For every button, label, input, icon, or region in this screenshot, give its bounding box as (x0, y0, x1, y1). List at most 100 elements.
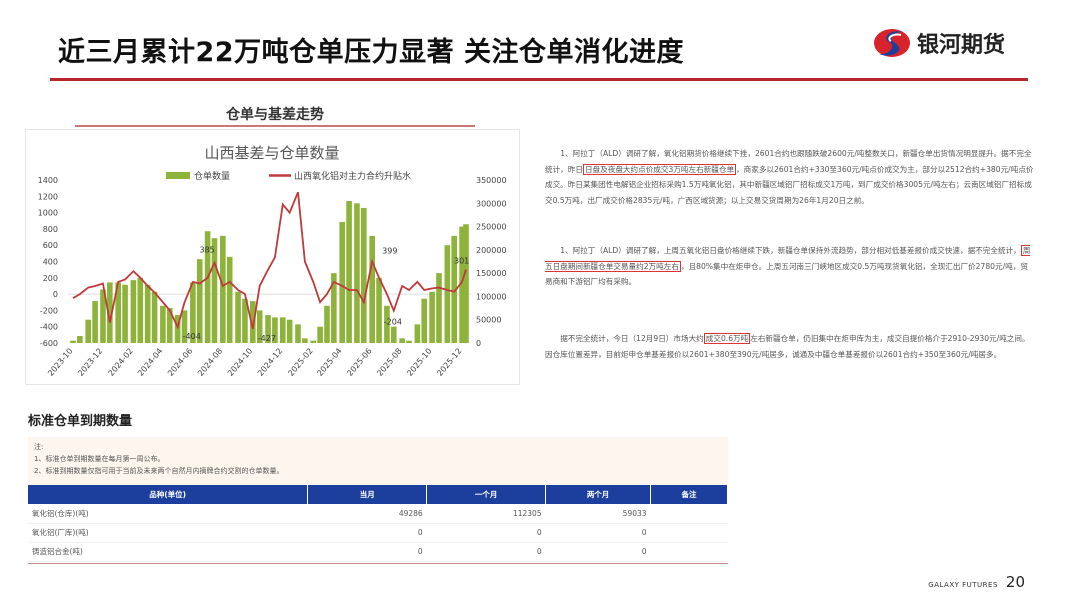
bar (384, 305, 390, 343)
bar (302, 338, 308, 343)
y-left-tick: 1000 (38, 209, 58, 218)
y-right-tick: 200000 (476, 246, 507, 255)
bar (151, 291, 158, 343)
data-label: -427 (258, 334, 276, 343)
bar (70, 340, 76, 343)
bar (196, 259, 203, 343)
divider (28, 563, 728, 564)
bar (279, 317, 286, 343)
col-header: 一个月 (426, 485, 547, 504)
bar (346, 200, 352, 343)
bar (339, 221, 346, 343)
cell: 0 (426, 542, 546, 562)
bar (220, 235, 226, 343)
cell: 112305 (426, 504, 546, 524)
expiry-table: 品种(单位) 当月 一个月 两个月 备注 氧化铝(仓库)(吨) 49286 1123… (28, 485, 728, 562)
y-right-tick: 0 (476, 339, 481, 348)
cell: 0 (426, 523, 546, 543)
bar (100, 289, 106, 343)
col-header: 品种(单位) (28, 485, 309, 504)
cell: 0 (545, 542, 651, 562)
bar (204, 231, 211, 343)
x-tick: 2025-06 (345, 347, 373, 378)
legend-label: 山西氧化铝对主力合约升贴水 (294, 170, 411, 182)
cell: 49286 (307, 504, 427, 524)
y-right-tick: 350000 (476, 176, 507, 185)
page-number: 20 (1005, 573, 1025, 591)
bar (414, 324, 421, 343)
galaxy-logo-icon (874, 29, 910, 57)
y-right-tick: 250000 (476, 223, 507, 232)
paragraph-text: 1、阿拉丁（ALD）调研了解，上周五氧化铝日盘价格继续下跌，新疆仓单保持外流趋势… (560, 246, 1021, 255)
y-left-tick: 1400 (38, 176, 58, 185)
note-line: 1、标准仓单到期数量在每月第一周公布。 (34, 455, 165, 463)
section-title-table: 标准仓单到期数量 (28, 414, 133, 429)
bar (122, 284, 128, 343)
y-left-tick: -600 (40, 339, 58, 348)
cell: 0 (307, 542, 427, 562)
x-tick: 2024-10 (226, 347, 254, 378)
bar (235, 291, 241, 343)
paragraph-text: 1、阿拉丁（ALD）调研了解，氧化铝期货价格继续下挫，2601合约也跟随跌破26… (545, 149, 1032, 174)
section-title-chart: 仓单与基差走势 (226, 107, 324, 123)
cell (650, 523, 728, 543)
y-right-tick: 300000 (476, 199, 507, 208)
paragraph-text: 据不完全统计，今日（12月9日）市场大约 (560, 334, 704, 343)
cell: 氧化铝(仓库)(吨) (28, 504, 308, 524)
cell (650, 542, 728, 562)
table-row: 氧化铝(厂库)(吨) 0 0 0 (28, 523, 728, 543)
bar (249, 301, 256, 343)
table-row: 铸造铝合金(吨) 0 0 0 (28, 542, 728, 562)
cell: 0 (545, 523, 651, 543)
data-label: 301 (454, 257, 469, 266)
paragraph-3: 据不完全统计，今日（12月9日）市场大约 成交0.6万吨 左右新疆仓单，仍旧集中在炬… (545, 331, 1035, 362)
page-title: 近三月累计22万吨仓单压力显著 关注仓单消化进度 (58, 37, 684, 68)
bar (144, 284, 151, 343)
bar (166, 308, 173, 343)
bar (436, 273, 442, 343)
bar (265, 315, 271, 343)
bar (317, 326, 323, 343)
data-label: 385 (199, 246, 214, 255)
bar (429, 291, 435, 343)
paragraph-1: 1、阿拉丁（ALD）调研了解，氧化铝期货价格继续下挫，2601合约也跟随跌破26… (545, 146, 1035, 208)
data-label: -204 (384, 318, 402, 327)
legend-label: 仓单数量 (194, 170, 230, 182)
col-header: 当月 (307, 485, 428, 504)
bar (286, 319, 293, 343)
bar (181, 310, 188, 343)
col-header: 两个月 (545, 485, 652, 504)
bar (390, 326, 397, 343)
col-header: 备注 (650, 485, 728, 504)
highlight-box: 成交0.6万吨 (703, 333, 751, 344)
bar (463, 224, 469, 343)
y-left-tick: -400 (40, 323, 58, 332)
bar (451, 235, 458, 343)
bar (226, 256, 233, 343)
x-tick: 2025-04 (315, 347, 343, 378)
bar (77, 336, 83, 343)
note-line: 2、标准到期数量仅指可用于当前及未来两个自然月内摘牌合约交割的仓单数量。 (34, 467, 284, 475)
bar (211, 238, 218, 343)
note-label: 注: (34, 443, 44, 451)
x-tick: 2025-10 (405, 347, 433, 378)
x-tick: 2024-08 (196, 347, 224, 378)
paragraph-text: 左右新疆仓单，仍旧集中在炬申库为主，成交自提价格介于2910-2930元/吨之间… (545, 334, 1030, 359)
y-left-tick: 800 (43, 225, 58, 234)
highlight-box: 日盘及夜盘大约点价成交3万吨左右新疆仓单 (582, 163, 737, 175)
bar (107, 282, 113, 343)
bar (331, 273, 337, 343)
x-tick: 2023-12 (76, 347, 104, 378)
highlight-box: 周五日盘期间新疆仓单交易量约2万吨左右 (545, 245, 1031, 272)
bar (354, 203, 360, 343)
bar (85, 319, 92, 343)
x-tick: 2025-12 (435, 347, 463, 378)
cell: 0 (307, 523, 427, 543)
bar (242, 298, 248, 343)
bar (459, 226, 465, 343)
x-tick: 2024-06 (166, 347, 194, 378)
bar (406, 340, 412, 343)
bar (190, 282, 196, 343)
x-tick: 2024-04 (136, 347, 164, 378)
